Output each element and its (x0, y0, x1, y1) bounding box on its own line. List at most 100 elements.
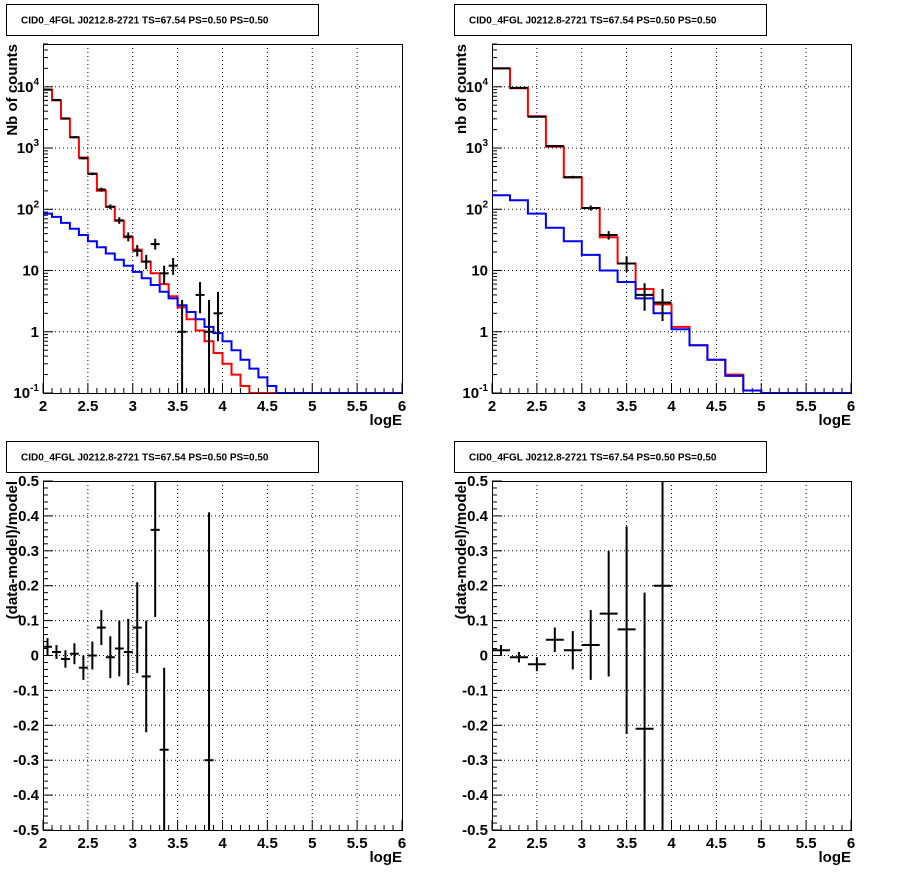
y-tick-label: -0.1 (13, 682, 39, 699)
series-group (43, 481, 214, 830)
series-group (492, 481, 672, 830)
y-tick-label: 102 (17, 199, 40, 218)
y-tick-label: -0.2 (13, 717, 39, 734)
data-point (581, 610, 600, 680)
x-tick-label: 4.5 (257, 398, 278, 415)
y-tick-label: -0.3 (462, 752, 488, 769)
title-box (454, 4, 767, 36)
x-tick-label: 2.5 (77, 835, 98, 852)
y-tick-label: 1 (480, 324, 488, 341)
x-tick-label: 5.5 (796, 835, 817, 852)
data-point (123, 232, 133, 242)
data-point (527, 115, 546, 118)
series-group (492, 67, 851, 393)
panel-top-right: CID0_4FGL J0212.8-2721 TS=67.54 PS=0.50 … (453, 4, 855, 429)
data-point (545, 627, 564, 653)
chart-title: CID0_4FGL J0212.8-2721 TS=67.54 PS=0.50 … (469, 453, 717, 464)
y-axis-label: (data-model)/model (4, 481, 21, 619)
y-tick-label: 102 (466, 199, 489, 218)
data-point (60, 650, 70, 668)
data-point (43, 638, 52, 656)
data-point (204, 300, 214, 393)
title-box (6, 441, 319, 473)
y-tick-label: 0.3 (18, 543, 39, 560)
data-point (492, 67, 510, 70)
title-box (454, 441, 767, 473)
data-point (132, 582, 142, 673)
data-point (527, 657, 546, 672)
data-point (581, 205, 600, 211)
x-tick-label: 4 (218, 398, 227, 415)
x-tick-label: 4 (667, 835, 676, 852)
data-point (599, 231, 618, 240)
data-point (509, 652, 528, 663)
y-tick-label: -0.3 (13, 752, 39, 769)
data-point (114, 620, 124, 677)
y-tick-label: 10-1 (13, 383, 39, 402)
data-point (213, 291, 223, 342)
model-source-series (492, 194, 851, 393)
y-axis-label: Nb of counts (4, 44, 21, 136)
data-point (492, 645, 510, 656)
y-tick-label: 10 (471, 263, 488, 280)
data-point (123, 618, 133, 686)
x-tick-label: 6 (398, 398, 406, 415)
y-tick-label: 0.2 (467, 578, 488, 595)
x-tick-label: 2.5 (77, 398, 98, 415)
x-axis-label: logE (819, 849, 852, 866)
x-tick-label: 5 (308, 835, 316, 852)
x-tick-label: 2 (488, 398, 496, 415)
chart-title: CID0_4FGL J0212.8-2721 TS=67.54 PS=0.50 … (469, 16, 717, 27)
x-tick-label: 5 (757, 398, 765, 415)
data-point (60, 117, 70, 120)
y-tick-label: 0.4 (467, 508, 489, 525)
data-point (105, 636, 115, 679)
data-point (69, 643, 79, 665)
x-tick-label: 3 (129, 835, 137, 852)
y-tick-label: 104 (466, 77, 489, 96)
data-point (159, 265, 169, 285)
model-source-series (43, 212, 402, 393)
x-tick-label: 5 (308, 398, 316, 415)
data-point (195, 281, 205, 314)
x-tick-label: 3 (578, 835, 586, 852)
data-point (635, 283, 654, 311)
x-tick-label: 6 (398, 835, 406, 852)
y-tick-label: 0.3 (467, 543, 488, 560)
x-tick-label: 4.5 (706, 398, 727, 415)
data-point (96, 610, 106, 646)
x-axis-label: logE (370, 849, 403, 866)
y-tick-label: 1 (31, 324, 39, 341)
x-tick-label: 4.5 (257, 835, 278, 852)
y-tick-label: 0.1 (18, 613, 39, 630)
data-point (43, 88, 52, 91)
data-point (150, 238, 160, 250)
chart-title: CID0_4FGL J0212.8-2721 TS=67.54 PS=0.50 … (21, 16, 269, 27)
data-point (96, 187, 106, 192)
data-point (141, 254, 151, 270)
x-axis-label: logE (370, 412, 403, 429)
data-point (141, 620, 151, 733)
data-point (78, 157, 88, 160)
y-tick-label: 104 (17, 77, 40, 96)
x-tick-label: 5 (757, 835, 765, 852)
x-tick-label: 2 (488, 835, 496, 852)
data-point (78, 655, 88, 680)
y-tick-label: 0 (31, 648, 39, 665)
y-tick-label: -0.5 (462, 822, 488, 839)
x-tick-label: 3 (129, 398, 137, 415)
x-tick-label: 4 (218, 835, 227, 852)
data-point (177, 300, 187, 393)
data-point (69, 136, 79, 139)
chart-title: CID0_4FGL J0212.8-2721 TS=67.54 PS=0.50 … (21, 453, 269, 464)
data-point (132, 245, 142, 257)
data-point (563, 175, 582, 179)
y-tick-label: 0.5 (18, 473, 39, 490)
y-tick-label: 103 (466, 138, 489, 157)
data-point (51, 645, 61, 659)
x-tick-label: 2 (39, 398, 47, 415)
x-tick-label: 2.5 (526, 398, 547, 415)
x-tick-label: 2.5 (526, 835, 547, 852)
y-axis-label: nb of counts (453, 44, 470, 134)
x-axis-label: logE (819, 412, 852, 429)
